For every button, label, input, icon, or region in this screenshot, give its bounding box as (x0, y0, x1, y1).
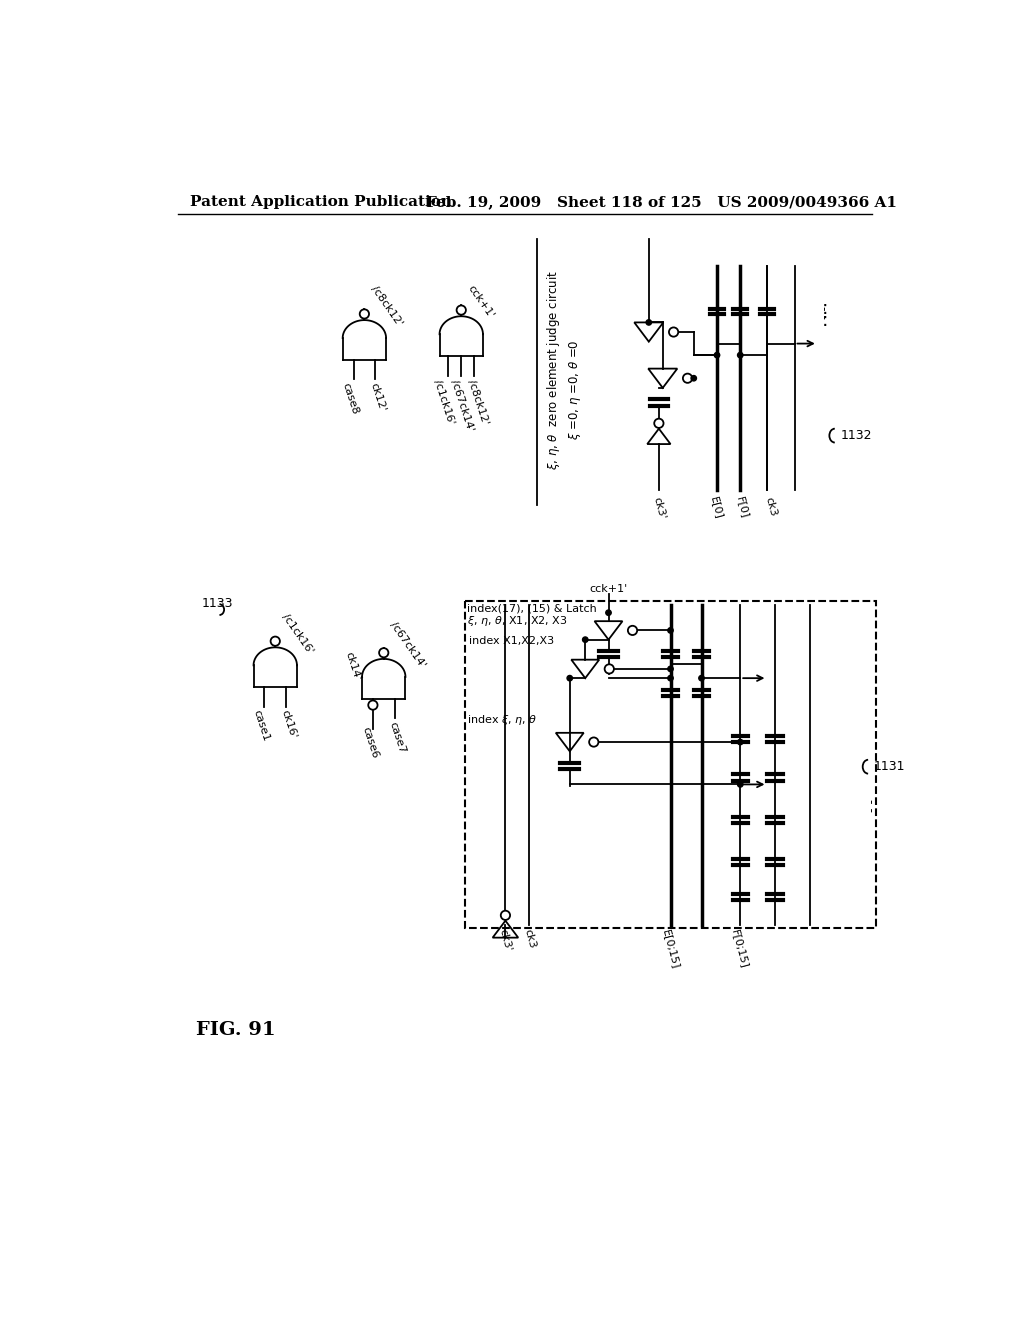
Text: Feb. 19, 2009   Sheet 118 of 125   US 2009/0049366 A1: Feb. 19, 2009 Sheet 118 of 125 US 2009/0… (426, 195, 897, 210)
Text: ck14': ck14' (343, 651, 362, 682)
Circle shape (668, 628, 673, 634)
Text: case8: case8 (341, 381, 360, 416)
Text: ck3': ck3' (651, 496, 667, 520)
Text: :: : (822, 310, 828, 330)
Text: 1132: 1132 (841, 429, 872, 442)
Text: F[0;15]: F[0;15] (730, 928, 751, 969)
Text: /c8ck12': /c8ck12' (466, 378, 490, 425)
Circle shape (567, 676, 572, 681)
Circle shape (737, 781, 743, 787)
Text: $\xi$, $\eta$, $\theta$  zero element judge circuit: $\xi$, $\eta$, $\theta$ zero element jud… (545, 271, 562, 470)
Text: E[0]: E[0] (710, 496, 725, 520)
Text: F[0]: F[0] (735, 496, 751, 520)
Circle shape (270, 636, 280, 645)
Circle shape (628, 626, 637, 635)
Circle shape (501, 911, 510, 920)
Text: ck12': ck12' (369, 381, 388, 413)
Circle shape (606, 610, 611, 615)
Circle shape (646, 319, 651, 325)
Text: /c67ck14': /c67ck14' (449, 378, 475, 432)
Text: 1131: 1131 (873, 760, 905, 774)
Circle shape (457, 305, 466, 314)
Circle shape (654, 418, 664, 428)
Text: case7: case7 (388, 721, 408, 755)
Circle shape (379, 648, 388, 657)
Circle shape (669, 327, 678, 337)
Text: index X1,X2,X3: index X1,X2,X3 (469, 636, 554, 645)
Text: ck16': ck16' (280, 709, 299, 741)
Bar (465, 601, 876, 928)
Circle shape (668, 667, 673, 672)
Text: index(17), (15) & Latch: index(17), (15) & Latch (467, 603, 597, 614)
Circle shape (589, 738, 598, 747)
Text: $\xi$, $\eta$, $\theta$, X1, X2, X3: $\xi$, $\eta$, $\theta$, X1, X2, X3 (467, 614, 568, 628)
Circle shape (737, 352, 743, 358)
Text: case6: case6 (360, 726, 380, 760)
Circle shape (604, 664, 614, 673)
Circle shape (359, 309, 369, 318)
Circle shape (583, 638, 588, 643)
Text: /c67ck14': /c67ck14' (388, 620, 427, 671)
Text: index $\xi$, $\eta$, $\theta$: index $\xi$, $\eta$, $\theta$ (467, 713, 538, 727)
Circle shape (668, 676, 673, 681)
Text: :: : (822, 300, 828, 318)
Text: FIG. 91: FIG. 91 (197, 1020, 275, 1039)
Text: ck3: ck3 (522, 928, 537, 950)
Text: $\xi$ =0, $\eta$ =0, $\theta$ =0: $\xi$ =0, $\eta$ =0, $\theta$ =0 (566, 339, 583, 440)
Circle shape (369, 701, 378, 710)
Text: cck+1': cck+1' (466, 284, 496, 321)
Text: ck3': ck3' (498, 928, 513, 953)
Text: E[0;15]: E[0;15] (660, 928, 681, 970)
Text: - -: - - (819, 306, 831, 319)
Text: Patent Application Publication: Patent Application Publication (190, 195, 452, 210)
Text: /c1ck16': /c1ck16' (432, 378, 456, 425)
Circle shape (737, 739, 743, 744)
Circle shape (715, 352, 720, 358)
Circle shape (691, 376, 696, 381)
Circle shape (698, 676, 705, 681)
Text: case1: case1 (252, 709, 271, 743)
Text: /c1ck16': /c1ck16' (280, 611, 314, 656)
Text: - -: - - (865, 799, 879, 812)
Text: cck+1': cck+1' (590, 585, 628, 594)
Text: 1133: 1133 (202, 597, 233, 610)
Text: /c8ck12': /c8ck12' (369, 284, 404, 329)
Text: ck3: ck3 (764, 496, 778, 517)
Circle shape (683, 374, 692, 383)
